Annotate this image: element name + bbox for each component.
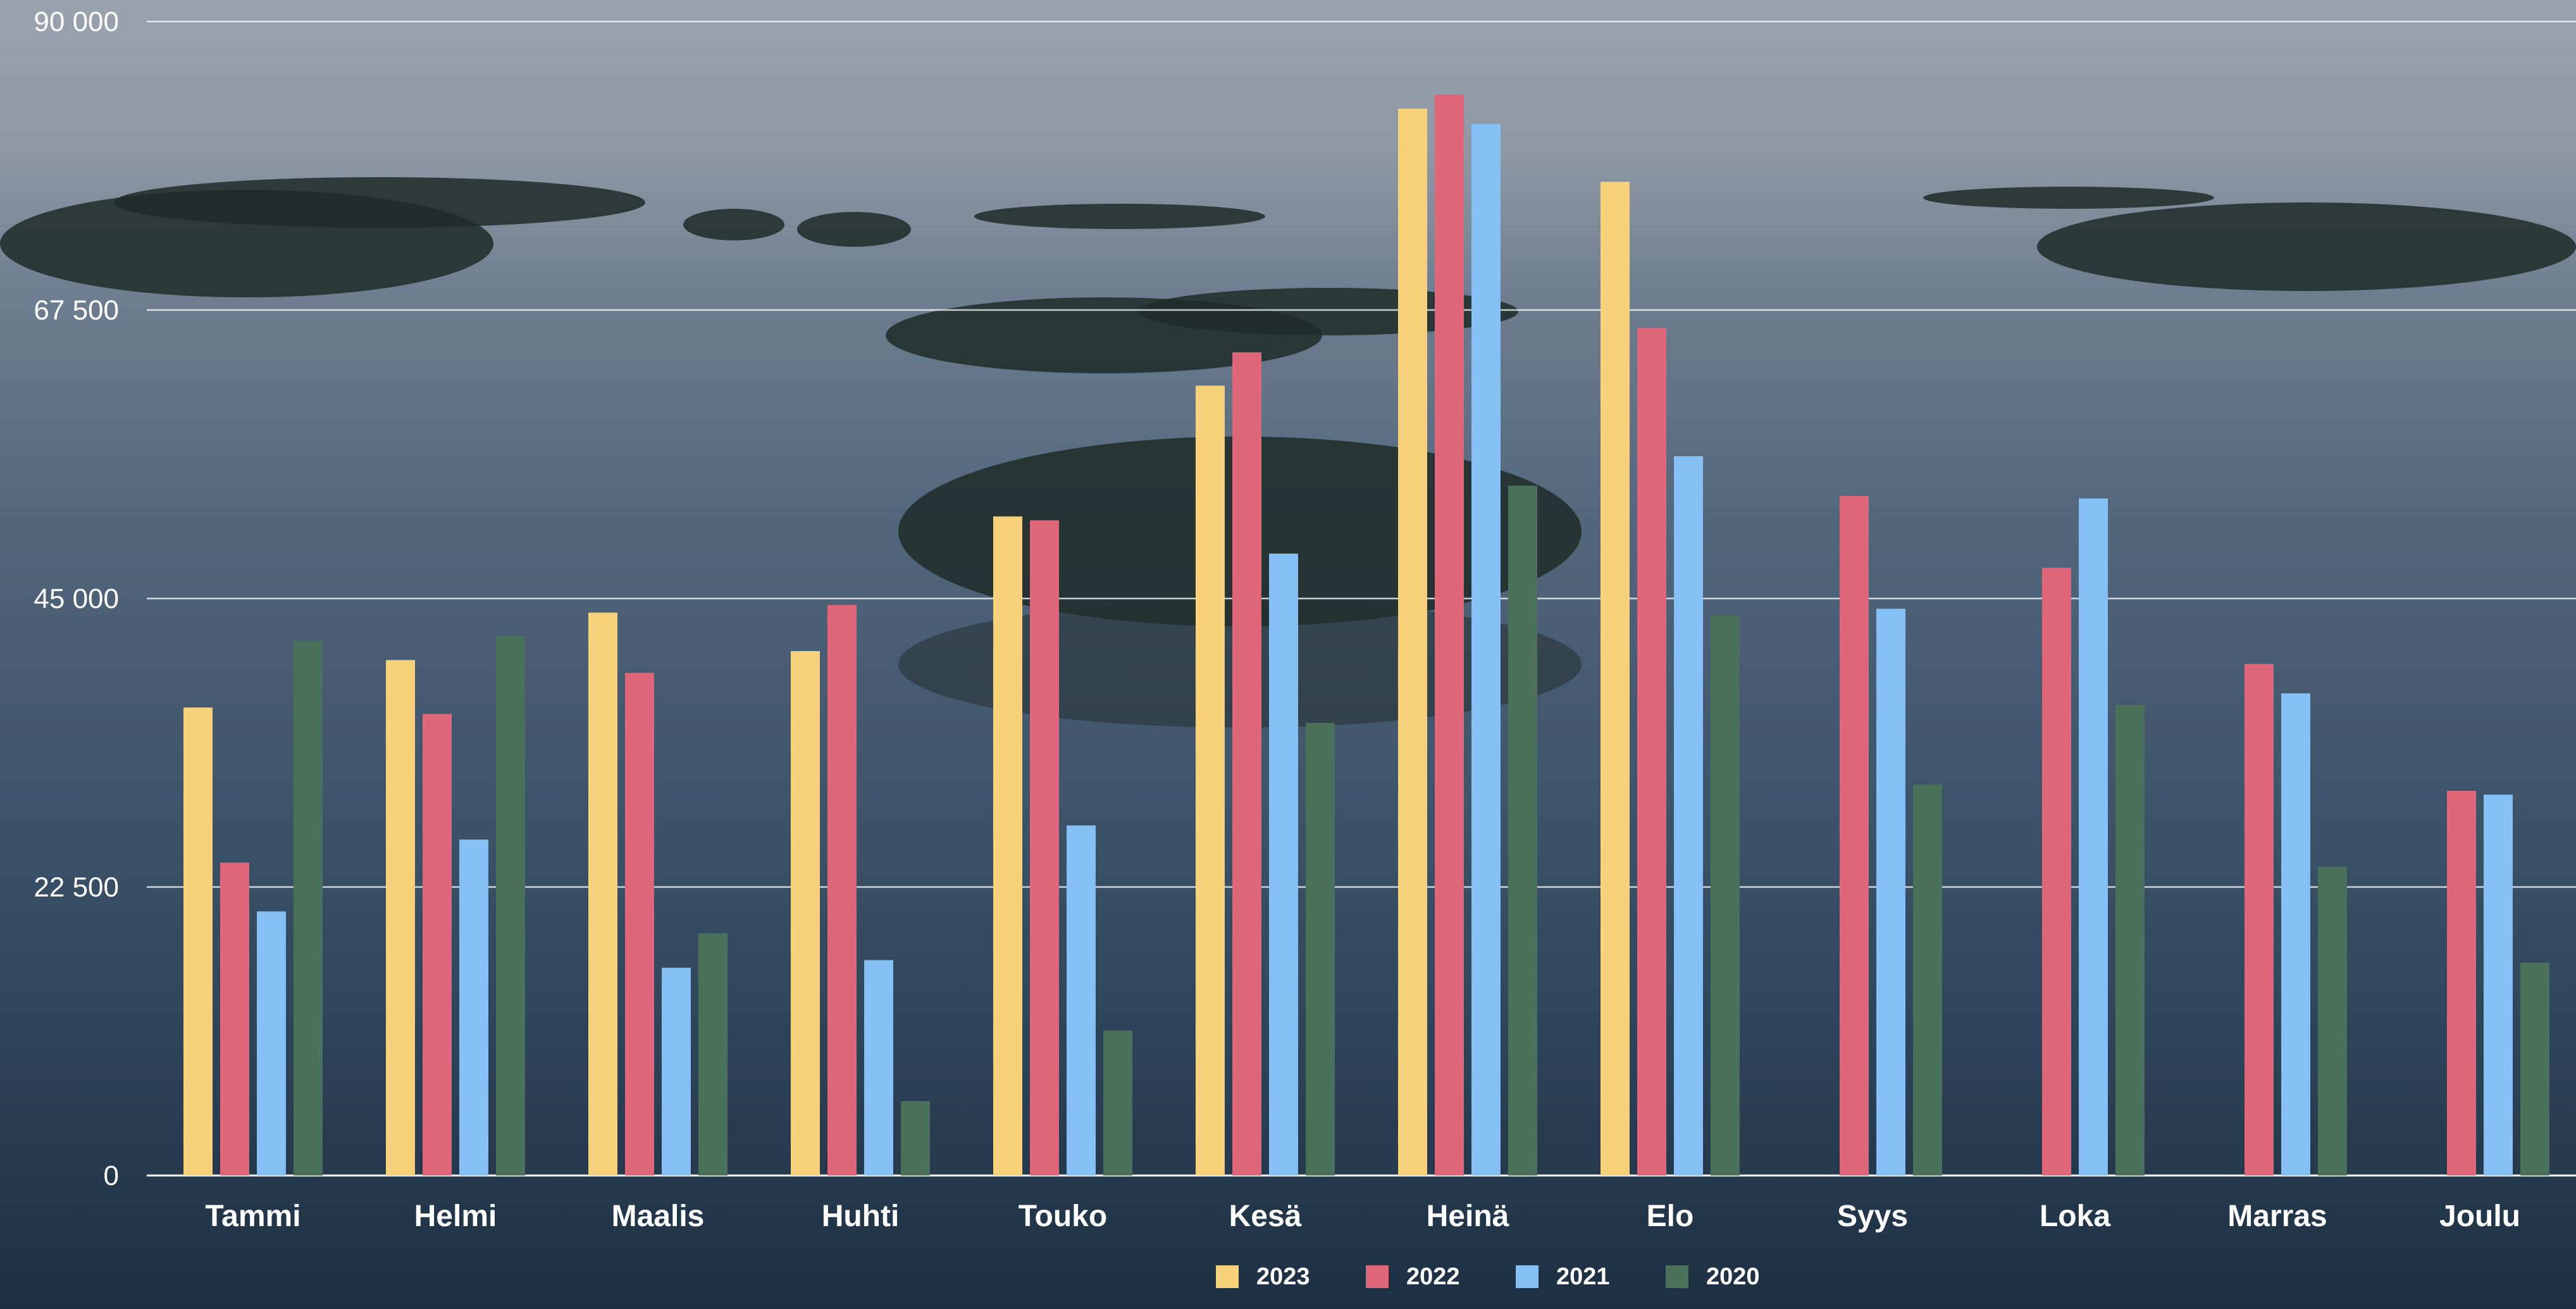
bar-touko-2020[interactable] [1103,1030,1132,1176]
bar-joulu-2021[interactable] [2484,795,2513,1176]
bar-syys-2022[interactable] [1840,495,1869,1176]
legend-swatch [1216,1265,1239,1288]
island [683,209,784,240]
legend-swatch [1366,1265,1389,1288]
bar-tammi-2020[interactable] [294,640,323,1176]
legend-item-2020[interactable]: 2020 [1666,1263,1760,1290]
bar-elo-2023[interactable] [1601,182,1630,1176]
x-tick-label: Syys [1837,1200,1908,1233]
bar-helmi-2022[interactable] [423,714,452,1176]
bar-heinä-2021[interactable] [1471,124,1501,1176]
bar-maalis-2020[interactable] [698,933,728,1176]
bar-marras-2022[interactable] [2245,664,2274,1176]
island [114,177,645,228]
x-tick-label: Loka [2040,1200,2110,1233]
bar-kesä-2020[interactable] [1306,723,1335,1176]
legend-item-2022[interactable]: 2022 [1366,1263,1460,1290]
bar-touko-2021[interactable] [1067,825,1096,1176]
x-tick-label: Helmi [414,1200,497,1233]
x-tick-label: Maalis [612,1200,705,1233]
y-tick-label: 22 500 [34,872,119,903]
bar-joulu-2022[interactable] [2447,791,2476,1176]
bar-huhti-2020[interactable] [901,1101,930,1176]
bar-touko-2023[interactable] [993,516,1022,1176]
legend-swatch [1516,1265,1539,1288]
bar-kesä-2022[interactable] [1232,352,1261,1176]
x-tick-label: Kesä [1229,1200,1302,1233]
legend: 2023 2022 2021 2020 [1216,1263,1760,1290]
x-tick-label: Tammi [205,1200,300,1233]
bar-heinä-2020[interactable] [1508,485,1537,1176]
bar-heinä-2023[interactable] [1398,108,1427,1176]
bar-tammi-2023[interactable] [183,707,213,1176]
bar-tammi-2022[interactable] [220,862,249,1176]
bar-helmi-2023[interactable] [386,660,415,1176]
bar-maalis-2023[interactable] [588,612,617,1176]
bar-marras-2020[interactable] [2318,866,2347,1176]
x-tick-label: Huhti [822,1200,900,1233]
island [974,204,1265,229]
x-tick-label: Joulu [2439,1200,2520,1233]
bar-maalis-2022[interactable] [625,673,654,1176]
legend-item-2021[interactable]: 2021 [1516,1263,1610,1290]
legend-label: 2021 [1556,1263,1610,1290]
bar-huhti-2021[interactable] [864,960,893,1176]
bar-helmi-2021[interactable] [459,840,488,1176]
bar-joulu-2020[interactable] [2520,962,2549,1176]
y-tick-label: 67 500 [34,295,119,326]
bar-elo-2021[interactable] [1674,456,1703,1176]
bar-maalis-2021[interactable] [662,967,691,1176]
bar-huhti-2022[interactable] [827,605,857,1176]
legend-label: 2022 [1406,1263,1460,1290]
bar-huhti-2023[interactable] [791,651,820,1176]
bar-loka-2022[interactable] [2042,568,2071,1176]
x-axis-ticks: Tammi Helmi Maalis Huhti Touko Kesä Hein… [205,1200,2520,1233]
bar-loka-2021[interactable] [2079,498,2108,1176]
bar-kesä-2023[interactable] [1196,385,1225,1176]
bar-elo-2020[interactable] [1711,615,1740,1176]
bar-syys-2021[interactable] [1876,609,1905,1176]
x-tick-label: Elo [1647,1200,1694,1233]
legend-label: 2023 [1256,1263,1310,1290]
x-tick-label: Touko [1019,1200,1107,1233]
x-tick-label: Heinä [1427,1200,1509,1233]
island [1923,187,2214,209]
bar-kesä-2021[interactable] [1269,554,1298,1176]
y-axis-ticks: 0 22 500 45 000 67 500 90 000 [34,6,119,1191]
bars [183,94,2549,1176]
island [2037,202,2576,291]
y-tick-label: 45 000 [34,583,119,614]
x-tick-label: Marras [2227,1200,2327,1233]
legend-label: 2020 [1706,1263,1760,1290]
y-tick-label: 0 [104,1160,119,1191]
bar-touko-2022[interactable] [1030,520,1059,1176]
legend-swatch [1666,1265,1688,1288]
y-tick-label: 90 000 [34,6,119,37]
bar-tammi-2021[interactable] [257,911,286,1176]
island [797,212,911,247]
legend-item-2023[interactable]: 2023 [1216,1263,1310,1290]
bar-syys-2020[interactable] [1913,784,1942,1176]
grid-lines [147,20,2576,1177]
bar-marras-2021[interactable] [2281,693,2310,1176]
bar-elo-2022[interactable] [1637,328,1666,1176]
bar-heinä-2022[interactable] [1435,94,1464,1176]
bar-helmi-2020[interactable] [496,635,525,1176]
bar-loka-2020[interactable] [2115,705,2145,1176]
